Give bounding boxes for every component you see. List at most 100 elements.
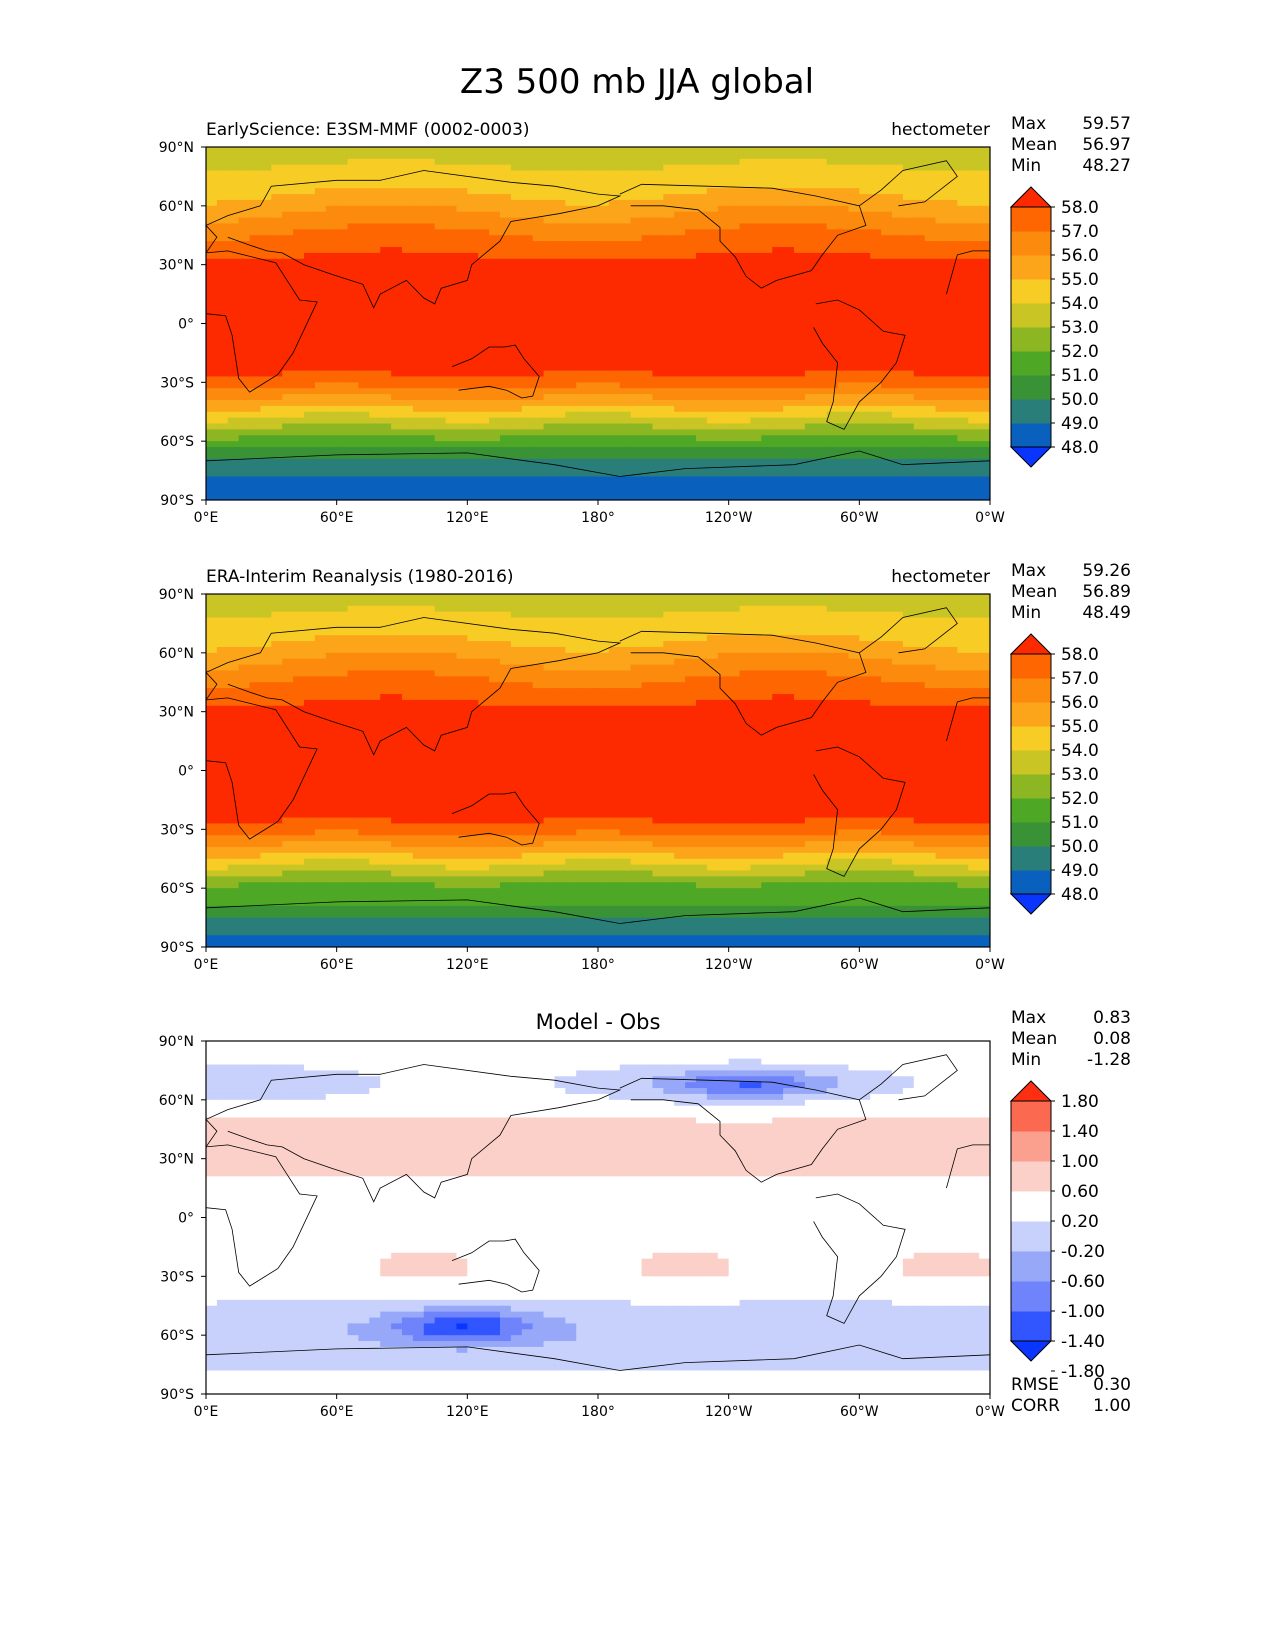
field-cell	[902, 411, 915, 419]
field-cell	[206, 270, 218, 278]
field-cell	[336, 264, 349, 272]
field-cell	[630, 147, 643, 154]
field-cell	[663, 594, 675, 601]
field-cell	[739, 182, 752, 189]
field-cell	[761, 147, 773, 154]
field-cell	[293, 264, 305, 272]
field-cell	[696, 247, 708, 254]
field-cell	[293, 611, 305, 619]
field-cell	[380, 411, 392, 419]
field-cell	[358, 394, 370, 401]
field-cell	[249, 170, 262, 178]
field-cell	[489, 188, 501, 195]
field-cell	[489, 482, 501, 489]
field-cell	[565, 441, 577, 448]
field-cell	[902, 235, 915, 242]
field-cell	[380, 176, 392, 183]
field-cell	[380, 394, 392, 401]
field-cell	[434, 605, 447, 613]
field-cell	[565, 629, 577, 636]
field-cell	[478, 247, 490, 254]
field-cell	[608, 229, 621, 236]
field-cell	[216, 170, 229, 178]
field-cell	[815, 635, 828, 642]
field-cell	[772, 435, 784, 442]
field-cell	[282, 164, 294, 172]
field-cell	[946, 611, 958, 619]
field-cell	[554, 629, 566, 636]
field-cell	[979, 294, 990, 301]
field-cell	[946, 335, 958, 342]
field-cell	[336, 352, 349, 360]
field-cell	[946, 294, 958, 301]
field-cell	[456, 170, 468, 178]
field-cell	[325, 605, 338, 613]
field-cell	[979, 282, 990, 289]
field-cell	[608, 623, 621, 630]
field-cell	[227, 176, 240, 183]
field-cell	[619, 311, 632, 319]
field-cell	[369, 617, 381, 625]
field-cell	[815, 276, 828, 283]
field-cell	[968, 194, 980, 201]
field-cell	[608, 241, 621, 248]
field-cell	[369, 370, 381, 378]
field-cell	[238, 447, 251, 454]
field-cell	[521, 482, 534, 489]
field-cell	[521, 594, 534, 601]
field-cell	[587, 352, 599, 360]
field-cell	[478, 229, 490, 236]
field-cell	[249, 229, 262, 236]
field-cell	[587, 329, 599, 336]
field-cell	[957, 288, 969, 295]
field-cell	[728, 170, 741, 178]
field-cell	[325, 494, 338, 500]
field-cell	[728, 429, 741, 436]
field-cell	[369, 223, 381, 230]
field-cell	[489, 635, 501, 642]
field-cell	[674, 252, 686, 260]
field-cell	[663, 376, 675, 383]
field-cell	[271, 435, 283, 442]
field-cell	[685, 158, 697, 166]
field-cell	[510, 388, 523, 395]
field-cell	[979, 217, 990, 225]
field-cell	[260, 594, 272, 601]
field-cell	[630, 270, 643, 278]
field-cell	[761, 358, 773, 366]
field-cell	[412, 299, 425, 307]
field-cell	[946, 423, 958, 430]
field-cell	[402, 335, 414, 342]
field-cell	[674, 623, 686, 630]
field-cell	[794, 176, 806, 183]
field-cell	[761, 164, 773, 172]
field-cell	[456, 364, 468, 372]
field-cell	[216, 370, 229, 378]
field-cell	[227, 476, 240, 483]
field-cell	[935, 211, 948, 219]
field-cell	[598, 288, 610, 295]
stat-value: 48.27	[1082, 156, 1131, 176]
field-cell	[456, 241, 468, 248]
field-cell	[598, 305, 610, 313]
field-cell	[358, 376, 370, 383]
field-cell	[543, 447, 556, 454]
field-cell	[913, 258, 926, 266]
field-cell	[728, 276, 741, 283]
field-cell	[935, 382, 948, 389]
field-cell	[696, 423, 708, 430]
field-cell	[739, 376, 752, 383]
field-cell	[565, 594, 577, 601]
field-cell	[608, 611, 621, 619]
field-cell	[554, 217, 566, 225]
field-cell	[663, 394, 675, 401]
field-cell	[750, 629, 762, 636]
field-cell	[892, 476, 904, 483]
field-cell	[587, 441, 599, 448]
field-cell	[576, 429, 588, 436]
field-cell	[663, 252, 675, 260]
field-cell	[696, 211, 708, 219]
field-cell	[500, 417, 512, 425]
field-cell	[543, 152, 556, 160]
field-cell	[859, 617, 871, 625]
